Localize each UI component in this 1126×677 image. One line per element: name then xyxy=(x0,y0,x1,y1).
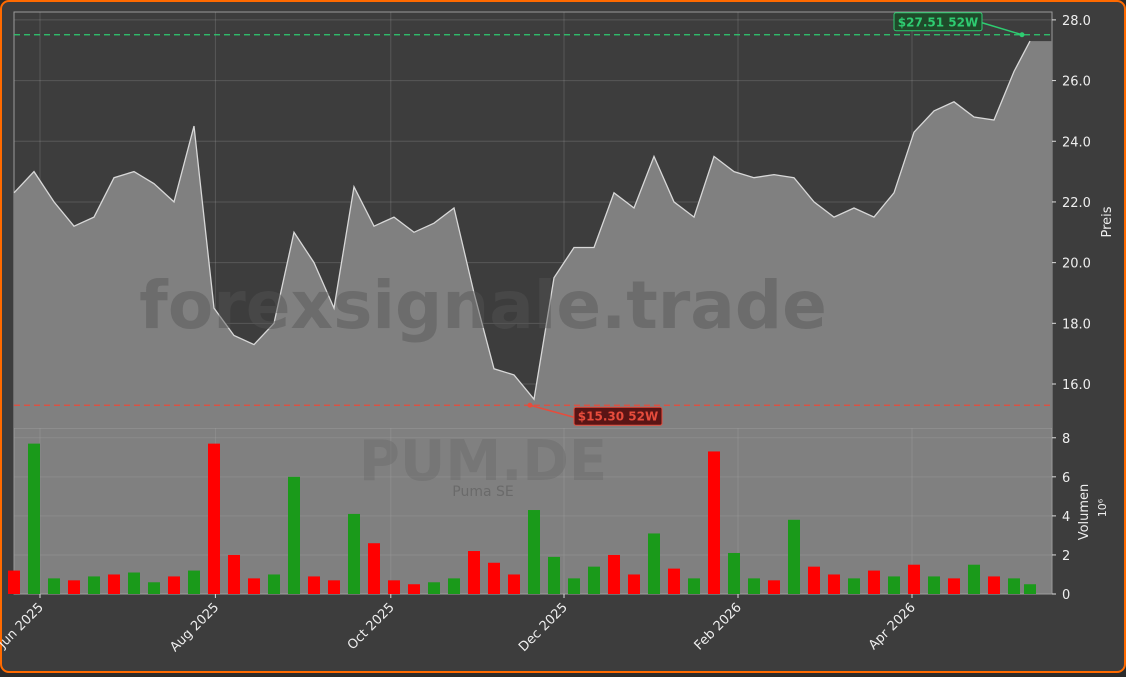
annotation-arrow xyxy=(529,404,575,418)
annotation-point xyxy=(527,402,533,408)
volume-bar xyxy=(828,574,840,594)
volume-bar xyxy=(288,476,300,594)
volume-bar xyxy=(908,564,920,594)
annotation-label: $27.51 52W xyxy=(898,15,978,29)
y-tick-label: 8 xyxy=(1062,432,1070,447)
volume-bar xyxy=(1008,578,1020,594)
volume-bar xyxy=(508,574,520,594)
volume-bar xyxy=(688,578,700,594)
price-area xyxy=(14,41,1052,428)
annotation-box xyxy=(573,406,663,426)
volume-bar xyxy=(808,566,820,594)
y-axis-label: Preis xyxy=(1100,206,1115,237)
volume-bar xyxy=(328,580,340,594)
y-tick-label: 0 xyxy=(1062,588,1070,603)
y-axis-label: Volumen xyxy=(1077,484,1092,541)
volume-bar xyxy=(928,576,940,594)
watermark: forexsignale.trade xyxy=(139,267,827,344)
volume-bar xyxy=(628,574,640,594)
y-axis-offset: 10⁶ xyxy=(1096,498,1109,517)
volume-bar xyxy=(728,552,740,594)
volume-bar xyxy=(8,570,20,594)
volume-bar xyxy=(968,564,980,594)
y-tick-label: 20.0 xyxy=(1062,257,1091,272)
y-tick-label: 26.0 xyxy=(1062,75,1091,90)
volume-bar xyxy=(748,578,760,594)
volume-bar xyxy=(888,576,900,594)
volume-bar xyxy=(28,443,40,594)
volume-bar xyxy=(188,570,200,594)
volume-bar xyxy=(88,576,100,594)
volume-bar xyxy=(308,576,320,594)
price-line xyxy=(13,40,1031,401)
volume-bar xyxy=(388,580,400,594)
y-tick-label: 2 xyxy=(1062,549,1070,564)
annotation-arrow xyxy=(981,22,1023,36)
y-tick-label: 16.0 xyxy=(1062,378,1091,393)
volume-bar xyxy=(568,578,580,594)
volume-bar xyxy=(428,582,440,594)
watermark-ticker: PUM.DE xyxy=(359,429,607,494)
watermark-name: Puma SE xyxy=(452,484,513,500)
volume-bar xyxy=(148,582,160,594)
y-tick-label: 22.0 xyxy=(1062,196,1091,211)
volume-bar xyxy=(368,543,380,594)
volume-bar xyxy=(708,451,720,594)
volume-bar xyxy=(848,578,860,594)
volume-bar xyxy=(488,562,500,594)
y-tick-label: 6 xyxy=(1062,471,1070,486)
volume-bar xyxy=(248,578,260,594)
volume-bar xyxy=(408,584,420,594)
volume-bar xyxy=(948,578,960,594)
volume-bar xyxy=(208,443,220,594)
annotation-point xyxy=(1019,32,1025,38)
volume-bar xyxy=(648,533,660,594)
volume-bar xyxy=(108,574,120,594)
volume-bar xyxy=(48,578,60,594)
volume-bar xyxy=(228,554,240,594)
volume-bar xyxy=(468,551,480,594)
volume-bar xyxy=(348,513,360,594)
volume-bar xyxy=(68,580,80,594)
volume-bar xyxy=(1024,584,1036,594)
volume-bar xyxy=(988,576,1000,594)
y-tick-label: 18.0 xyxy=(1062,317,1091,332)
volume-bar xyxy=(788,519,800,594)
volume-bar xyxy=(528,510,540,594)
annotation-label: $15.30 52W xyxy=(578,410,658,424)
volume-bar xyxy=(588,566,600,594)
volume-bar xyxy=(668,568,680,594)
volume-bar xyxy=(168,576,180,594)
volume-bar xyxy=(608,554,620,594)
volume-bar xyxy=(128,572,140,594)
volume-bar xyxy=(768,580,780,594)
volume-bar xyxy=(268,574,280,594)
volume-bar xyxy=(448,578,460,594)
y-tick-label: 4 xyxy=(1062,510,1070,525)
volume-bar xyxy=(868,570,880,594)
y-tick-label: 28.0 xyxy=(1062,14,1091,29)
annotation-box xyxy=(893,12,983,32)
volume-bar xyxy=(548,556,560,594)
y-tick-label: 24.0 xyxy=(1062,135,1091,150)
